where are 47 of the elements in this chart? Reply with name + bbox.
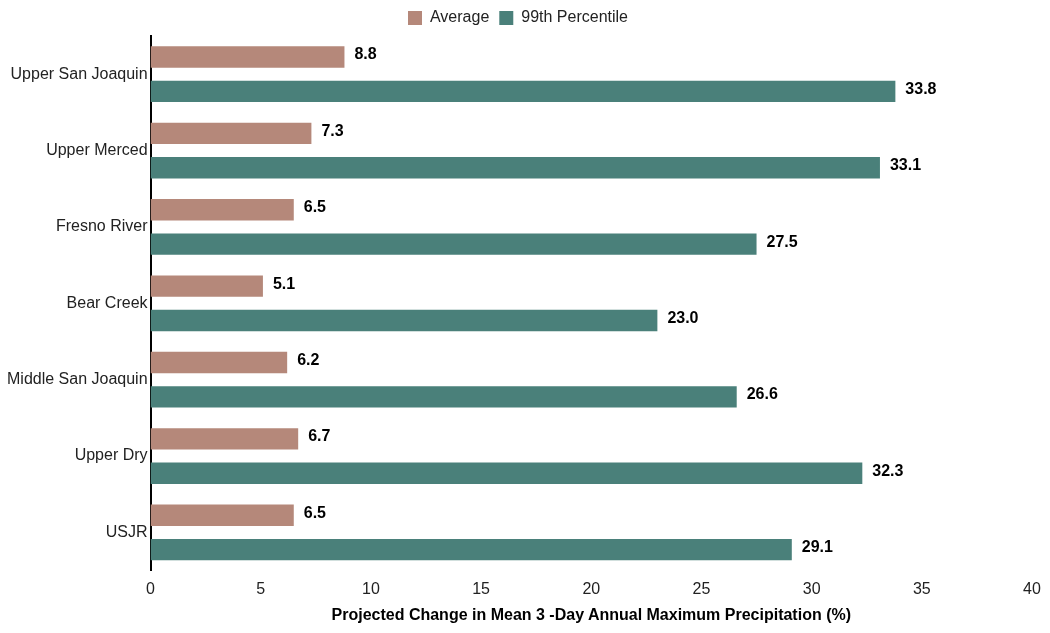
bar [150,538,792,561]
x-tick-label: 40 [1023,579,1041,597]
data-label: 6.5 [303,198,327,216]
bar [150,157,880,179]
bar [150,233,757,255]
y-tick-label: Fresno River [55,217,149,235]
y-tick-label: Bear Creek [66,293,149,311]
bar [150,386,737,408]
y-tick-label: USJR [105,522,148,540]
bar [150,309,658,332]
x-tick-label: 25 [692,579,711,597]
data-label: 27.5 [766,232,798,250]
data-label: 33.1 [889,156,922,174]
x-tick-label: 30 [802,579,821,597]
x-tick-label: 0 [146,579,156,597]
legend-label: Average [429,8,490,26]
data-label: 33.8 [905,79,937,97]
data-label: 7.3 [321,121,344,139]
data-label: 32.3 [872,461,904,479]
data-label: 6.5 [303,503,327,521]
data-label: 6.2 [297,350,320,368]
bar [150,122,312,145]
y-tick-label: Middle San Joaquin [6,370,148,388]
bar [150,46,345,68]
data-label: 26.6 [746,385,778,403]
data-label: 5.1 [272,274,296,292]
bar [150,462,863,484]
data-label: 6.7 [308,427,331,445]
x-axis-title: Projected Change in Mean 3 -Day Annual Maximum Precipitation (%) [331,605,852,623]
bar [150,199,294,221]
x-tick-label: 35 [912,579,931,597]
bar [150,504,294,526]
bar [150,80,896,103]
y-tick-label: Upper San Joaquin [10,64,148,82]
y-tick-label: Upper Dry [74,446,148,464]
bar [150,275,263,297]
data-label: 23.0 [667,308,699,326]
x-tick-label: 5 [256,579,266,597]
x-tick-label: 15 [472,579,491,597]
data-label: 29.1 [801,538,834,555]
data-label: 8.8 [354,45,377,63]
y-tick-label: Upper Merced [46,140,148,158]
x-tick-label: 10 [362,579,380,597]
x-tick-label: 20 [582,579,601,597]
bar [150,428,299,450]
bar [150,351,288,374]
legend-label: 99th Percentile [521,8,629,26]
